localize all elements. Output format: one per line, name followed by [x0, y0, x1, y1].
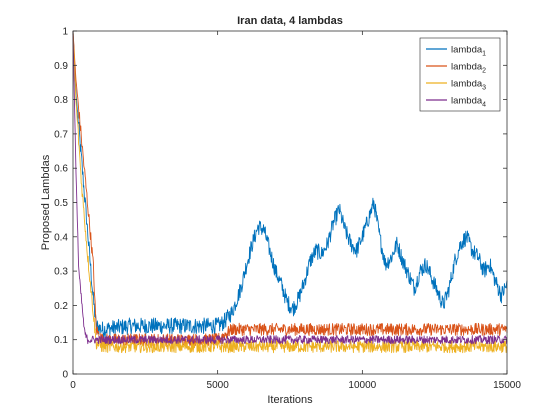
y-tick-label: 0.5 [54, 198, 68, 209]
legend-label-name: lambda [451, 79, 483, 90]
series-line-4 [72, 30, 508, 345]
legend-label-4: lambda4 [451, 96, 486, 109]
legend-label-subscript: 1 [482, 51, 486, 58]
x-tick-label: 5000 [207, 380, 230, 391]
y-tick-label: 0.1 [54, 335, 68, 346]
x-axis-label: Iterations [267, 394, 313, 406]
legend-label-2: lambda2 [451, 62, 486, 75]
legend-label-subscript: 3 [482, 85, 486, 92]
series-line-3 [72, 30, 508, 354]
series-line-2 [72, 30, 508, 347]
y-tick-label: 0.3 [54, 267, 68, 278]
legend-label-name: lambda [451, 62, 483, 73]
y-tick-label: 0 [62, 370, 68, 381]
y-tick-label: 0.8 [54, 95, 68, 106]
x-tick-label: 10000 [348, 380, 376, 391]
y-tick-label: 0.4 [54, 232, 68, 243]
y-axis: 0 0.1 0.2 0.3 0.4 0.5 0.6 0.7 0.8 0.9 1 [54, 27, 507, 381]
chart-title: Iran data, 4 lambdas [237, 15, 343, 27]
y-tick-label: 0.9 [54, 61, 68, 72]
y-tick-label: 0.6 [54, 164, 68, 175]
x-axis: 0 5000 10000 15000 [70, 31, 521, 391]
legend-label-3: lambda3 [451, 79, 486, 92]
x-tick-label: 15000 [493, 380, 521, 391]
y-axis-label: Proposed Lambdas [40, 154, 52, 250]
series-line-1 [72, 30, 508, 338]
legend-label-name: lambda [451, 45, 483, 56]
legend-box [419, 37, 501, 112]
series-layer [72, 30, 508, 354]
legend-label-subscript: 4 [482, 102, 486, 109]
legend-label-subscript: 2 [482, 68, 486, 75]
legend-label-name: lambda [451, 96, 483, 107]
y-tick-label: 0.2 [54, 301, 68, 312]
legend-label-1: lambda1 [451, 45, 486, 58]
y-tick-label: 0.7 [54, 129, 68, 140]
x-tick-label: 0 [70, 380, 76, 391]
y-tick-label: 1 [62, 27, 68, 38]
